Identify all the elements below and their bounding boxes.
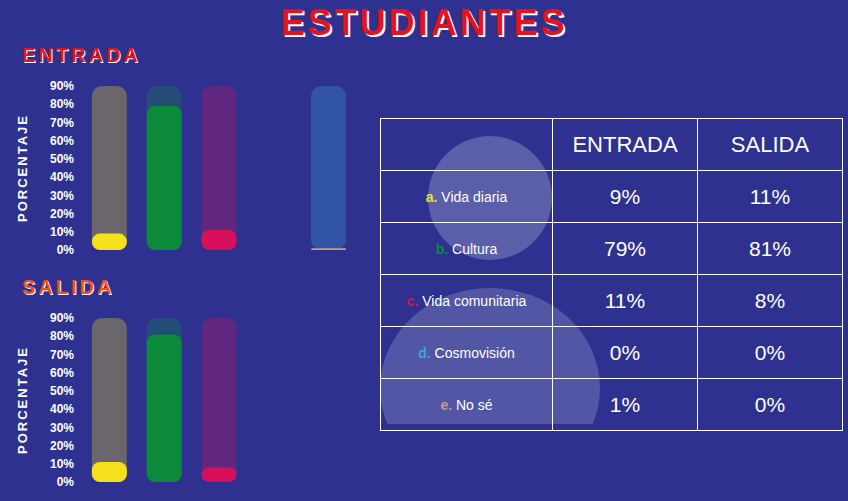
svg-text:10%: 10% xyxy=(50,225,74,239)
svg-text:30%: 30% xyxy=(50,421,74,435)
html-text:11%: 11% xyxy=(749,184,791,208)
html-text:SALIDA: SALIDA xyxy=(730,131,810,157)
svg-text:60%: 60% xyxy=(50,134,74,148)
html-text:c. Vida comunitaria: c. Vida comunitaria xyxy=(406,292,527,309)
svg-text:70%: 70% xyxy=(50,116,74,130)
svg-text:90%: 90% xyxy=(50,79,74,93)
svg-text:20%: 20% xyxy=(50,439,74,453)
html-text:e. No sé: e. No sé xyxy=(440,396,493,413)
html-text:0%: 0% xyxy=(754,340,786,364)
svg-text:PORCENTAJE: PORCENTAJE xyxy=(15,346,30,454)
svg-text:70%: 70% xyxy=(50,348,74,362)
html-text:ESTUDIANTES: ESTUDIANTES xyxy=(280,2,568,43)
html-text:b. Cultura: b. Cultura xyxy=(435,240,498,257)
html-text:1%: 1% xyxy=(609,392,641,416)
html-text:0%: 0% xyxy=(754,392,786,416)
html-text:79%: 79% xyxy=(604,236,646,260)
svg-text:PORCENTAJE: PORCENTAJE xyxy=(15,114,30,222)
svg-text:80%: 80% xyxy=(50,97,74,111)
html-text:ENTRADA: ENTRADA xyxy=(22,44,141,66)
html-text:ENTRADA: ENTRADA xyxy=(572,131,678,157)
svg-text:40%: 40% xyxy=(50,402,74,416)
svg-text:50%: 50% xyxy=(50,152,74,166)
html-text:11%: 11% xyxy=(604,288,646,312)
svg-text:30%: 30% xyxy=(50,189,74,203)
html-text:d. Cosmovisión: d. Cosmovisión xyxy=(418,344,515,361)
svg-text:0%: 0% xyxy=(57,243,75,256)
html-text:8%: 8% xyxy=(754,288,786,312)
html-text:a. Vida diaria: a. Vida diaria xyxy=(425,188,508,205)
svg-text:60%: 60% xyxy=(50,366,74,380)
svg-text:0%: 0% xyxy=(57,475,75,488)
svg-text:10%: 10% xyxy=(50,457,74,471)
html-text:81%: 81% xyxy=(749,236,791,260)
svg-text:90%: 90% xyxy=(50,311,74,325)
html-text:SALIDA: SALIDA xyxy=(22,276,115,298)
svg-text:80%: 80% xyxy=(50,329,74,343)
svg-text:20%: 20% xyxy=(50,207,74,221)
svg-text:50%: 50% xyxy=(50,384,74,398)
svg-text:40%: 40% xyxy=(50,170,74,184)
html-text:9%: 9% xyxy=(609,184,641,208)
html-text:0%: 0% xyxy=(609,340,641,364)
